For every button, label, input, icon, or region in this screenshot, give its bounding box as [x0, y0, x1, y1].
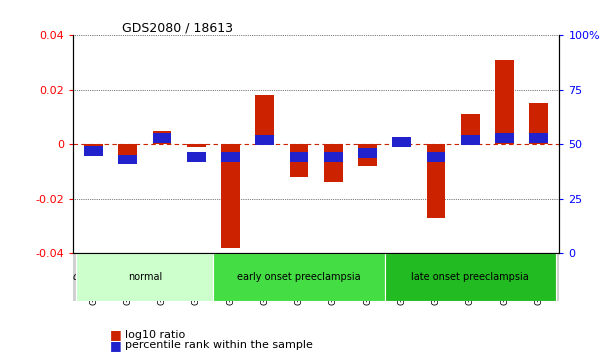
Bar — [153, 133, 171, 143]
Bar — [221, 153, 240, 162]
Bar — [187, 153, 206, 162]
Bar — [213, 253, 385, 301]
Bar — [461, 114, 480, 144]
Bar — [221, 144, 240, 248]
Text: late onset preeclampsia: late onset preeclampsia — [412, 272, 529, 282]
Bar — [385, 253, 556, 301]
Text: percentile rank within the sample: percentile rank within the sample — [125, 340, 313, 350]
Bar — [495, 133, 514, 143]
Bar — [530, 133, 548, 143]
Bar — [77, 253, 213, 301]
Bar — [461, 135, 480, 145]
Text: ■: ■ — [109, 328, 121, 341]
Bar — [84, 146, 103, 156]
Bar — [153, 131, 171, 144]
Bar — [324, 153, 343, 162]
Bar — [324, 144, 343, 182]
Bar — [289, 153, 308, 162]
Bar — [392, 137, 411, 147]
Text: ■: ■ — [109, 339, 121, 352]
Text: early onset preeclampsia: early onset preeclampsia — [237, 272, 361, 282]
Text: disease state  ▶: disease state ▶ — [73, 272, 152, 282]
Bar — [358, 148, 377, 158]
Bar — [530, 103, 548, 144]
Text: log10 ratio: log10 ratio — [125, 330, 185, 339]
Text: normal: normal — [128, 272, 162, 282]
Bar — [358, 144, 377, 166]
Bar — [495, 60, 514, 144]
Bar — [187, 144, 206, 147]
Bar — [392, 139, 411, 144]
Bar — [427, 153, 446, 162]
Bar — [427, 144, 446, 218]
Bar — [119, 155, 137, 164]
Text: GDS2080 / 18613: GDS2080 / 18613 — [122, 21, 233, 34]
Bar — [255, 95, 274, 144]
Bar — [119, 144, 137, 155]
Bar — [255, 135, 274, 145]
Bar — [289, 144, 308, 177]
Bar — [84, 144, 103, 150]
